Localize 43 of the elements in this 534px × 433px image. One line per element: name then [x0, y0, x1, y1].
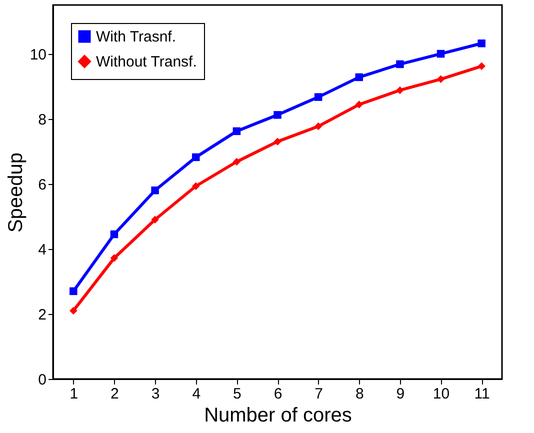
point [396, 86, 404, 94]
point [274, 138, 282, 146]
point [314, 93, 322, 101]
point [396, 60, 404, 68]
y-axis-title: Speedup [4, 152, 27, 233]
x-tick-label: 4 [192, 386, 201, 402]
point [355, 73, 364, 82]
x-tick-label: 1 [70, 386, 78, 402]
y-tick-label: 10 [30, 46, 46, 64]
legend-label: Without Transf. [96, 54, 197, 70]
y-tick-label: 0 [38, 372, 46, 388]
point [192, 153, 200, 162]
legend-label: With Trasnf. [96, 28, 176, 46]
x-tick-label: 10 [432, 386, 450, 402]
x-tick-label: 11 [474, 386, 490, 402]
y-tick-label: 6 [38, 176, 46, 194]
x-tick-label: 7 [314, 386, 323, 402]
point [70, 306, 78, 315]
point [478, 40, 486, 48]
point [110, 230, 118, 238]
point [478, 62, 486, 70]
y-tick-label: 4 [38, 241, 46, 258]
point [110, 254, 118, 262]
point [355, 100, 364, 108]
point [436, 50, 445, 58]
x-tick-label: 9 [396, 386, 405, 402]
point [232, 158, 241, 166]
x-tick-label: 6 [274, 386, 282, 402]
x-tick-label: 5 [233, 386, 242, 402]
point [232, 127, 241, 136]
point [151, 216, 159, 224]
y-tick-label: 2 [38, 306, 46, 324]
x-tick-label: 2 [110, 386, 119, 402]
x-tick-label: 8 [355, 386, 364, 402]
point [151, 186, 159, 194]
point [274, 111, 282, 119]
point [314, 122, 322, 130]
x-tick-label: 3 [151, 386, 160, 402]
point [192, 182, 200, 190]
x-axis-title: Number of cores [204, 404, 352, 426]
point [436, 75, 445, 84]
point [70, 287, 78, 296]
y-tick-label: 8 [38, 111, 46, 128]
